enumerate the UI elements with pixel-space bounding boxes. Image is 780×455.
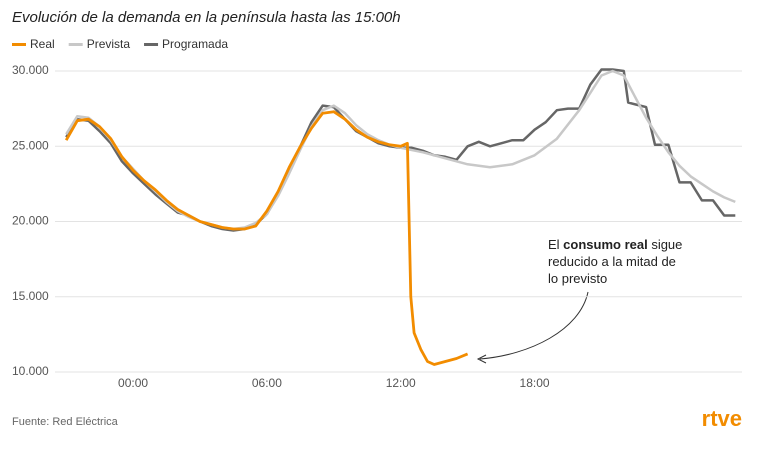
- series-line: [64, 110, 469, 366]
- series-line: [65, 68, 736, 232]
- x-tick-label: 12:00: [386, 376, 416, 390]
- y-tick-label: 20.000: [12, 214, 49, 228]
- legend-label: Prevista: [87, 37, 131, 51]
- y-tick-label: 15.000: [12, 289, 49, 303]
- arrow-head: [476, 354, 487, 364]
- legend-label: Real: [30, 37, 55, 51]
- y-tick-label: 25.000: [12, 138, 49, 152]
- x-tick-label: 06:00: [252, 376, 282, 390]
- y-tick-label: 10.000: [12, 364, 49, 378]
- y-tick-label: 30.000: [12, 63, 49, 77]
- annotation-part: El: [548, 237, 563, 252]
- legend-label: Programada: [162, 37, 228, 51]
- annotation-part: lo previsto: [548, 271, 607, 286]
- legend-swatch: [68, 43, 83, 46]
- series-line: [65, 69, 736, 231]
- legend-swatch: [12, 43, 26, 46]
- annotation: reducido a la mitad de: [548, 254, 676, 269]
- annotation: El consumo real sigue: [548, 237, 682, 252]
- annotation-part: reducido a la mitad de: [548, 254, 676, 269]
- annotation-part: sigue: [648, 237, 683, 252]
- legend-swatch: [144, 43, 159, 46]
- annotation-part: consumo real: [563, 237, 648, 252]
- annotation: lo previsto: [548, 271, 607, 286]
- x-tick-label: 18:00: [520, 376, 550, 390]
- chart-title: Evolución de la demanda en la península …: [12, 9, 401, 26]
- logo: rtve: [702, 406, 742, 431]
- x-tick-label: 00:00: [118, 376, 148, 390]
- source: Fuente: Red Eléctrica: [12, 416, 119, 428]
- annotation-arrow: [479, 291, 589, 360]
